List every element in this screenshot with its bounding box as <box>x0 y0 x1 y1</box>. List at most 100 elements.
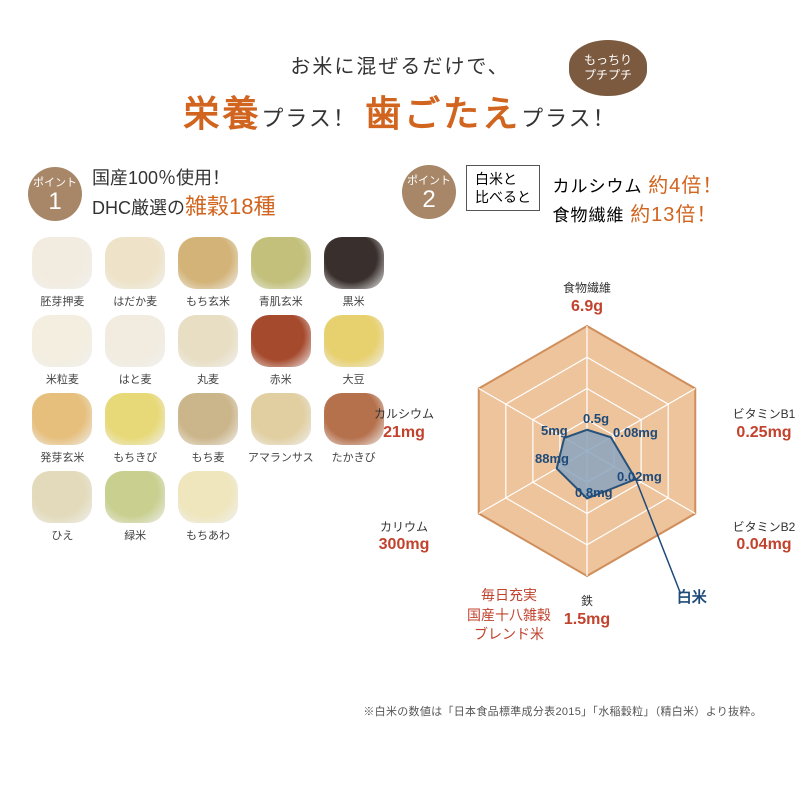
grain-item: 大豆 <box>319 315 388 387</box>
radar-legend-whiterice: 白米 <box>677 586 707 607</box>
point1-line2: DHC厳選の雑穀18種 <box>92 191 275 223</box>
grain-swatch <box>105 393 165 445</box>
page: もっちり プチプチ お米に混ぜるだけで、 栄養プラス！ 歯ごたえプラス！ ポイン… <box>0 0 800 739</box>
grain-item: もちきび <box>101 393 170 465</box>
radar-inner-value: 0.08mg <box>613 425 658 440</box>
compare-box: 白米と 比べると <box>466 165 540 211</box>
grain-item: もち玄米 <box>174 237 243 309</box>
grain-item: 赤米 <box>246 315 315 387</box>
grain-label: もちあわ <box>174 527 243 543</box>
point2-text: 白米と 比べると カルシウム 約4倍！ 食物繊維 約13倍！ <box>466 165 723 227</box>
grain-swatch <box>324 237 384 289</box>
radar-axis-label: ビタミンB20.04mg <box>724 520 800 556</box>
grain-label: 赤米 <box>246 371 315 387</box>
grain-label: もち麦 <box>174 449 243 465</box>
columns: ポイント 1 国産100％使用！ DHC厳選の雑穀18種 胚芽押麦はだか麦もち玄… <box>28 165 772 691</box>
header-em-a: 栄養 <box>183 93 261 134</box>
radar-inner-value: 88mg <box>535 451 569 466</box>
header-line2: 栄養プラス！ 歯ごたえプラス！ <box>28 85 772 137</box>
grain-label: 米粒麦 <box>28 371 97 387</box>
radar-chart: 食物繊維6.9gビタミンB10.25mgビタミンB20.04mg鉄1.5mgカリ… <box>402 241 772 691</box>
radar-inner-value: 0.5g <box>583 411 609 426</box>
radar-axis-label: カリウム300mg <box>364 520 444 556</box>
header: もっちり プチプチ お米に混ぜるだけで、 栄養プラス！ 歯ごたえプラス！ <box>28 50 772 137</box>
grain-item: もちあわ <box>174 471 243 543</box>
grain-label: 黒米 <box>319 293 388 309</box>
grain-swatch <box>178 315 238 367</box>
compare-l1: 白米と <box>475 171 517 187</box>
radar-inner-value: 0.02mg <box>617 469 662 484</box>
grain-label: アマランサス <box>246 449 315 465</box>
grain-label: たかきび <box>319 449 388 465</box>
grain-grid: 胚芽押麦はだか麦もち玄米青肌玄米黒米米粒麦はと麦丸麦赤米大豆発芽玄米もちきびもち… <box>28 237 388 543</box>
grain-swatch <box>324 315 384 367</box>
grain-swatch <box>251 393 311 445</box>
grain-item: アマランサス <box>246 393 315 465</box>
radar-axis-label: カルシウム21mg <box>364 407 444 443</box>
point1-row: ポイント 1 国産100％使用！ DHC厳選の雑穀18種 <box>28 165 388 223</box>
c2b: 約13倍！ <box>630 204 717 226</box>
bubble-line2: プチプチ <box>584 68 632 83</box>
right-column: ポイント 2 白米と 比べると カルシウム 約4倍！ 食物繊維 約13倍！ <box>402 165 772 691</box>
grain-item: はだか麦 <box>101 237 170 309</box>
compare-l2: 比べると <box>475 189 531 205</box>
grain-label: 青肌玄米 <box>246 293 315 309</box>
point1-l2a: DHC厳選の <box>92 198 185 218</box>
grain-item: 米粒麦 <box>28 315 97 387</box>
grain-label: 胚芽押麦 <box>28 293 97 309</box>
grain-swatch <box>105 315 165 367</box>
point1-text: 国産100％使用！ DHC厳選の雑穀18種 <box>92 165 275 223</box>
point1-badge: ポイント 1 <box>28 167 82 221</box>
grain-swatch <box>105 237 165 289</box>
point1-l2b: 雑穀18種 <box>185 194 275 219</box>
grain-label: はと麦 <box>101 371 170 387</box>
grain-item: 青肌玄米 <box>246 237 315 309</box>
radar-axis-label: ビタミンB10.25mg <box>724 407 800 443</box>
c1a: カルシウム <box>552 177 648 196</box>
grain-swatch <box>105 471 165 523</box>
bubble-badge: もっちり プチプチ <box>569 40 647 96</box>
radar-axis-label: 鉄1.5mg <box>547 594 627 630</box>
point2-row: ポイント 2 白米と 比べると カルシウム 約4倍！ 食物繊維 約13倍！ <box>402 165 772 227</box>
radar-inner-value: 5mg <box>541 423 568 438</box>
grain-item: ひえ <box>28 471 97 543</box>
left-column: ポイント 1 国産100％使用！ DHC厳選の雑穀18種 胚芽押麦はだか麦もち玄… <box>28 165 388 691</box>
c2a: 食物繊維 <box>552 206 630 225</box>
grain-label: ひえ <box>28 527 97 543</box>
grain-label: 丸麦 <box>174 371 243 387</box>
header-plus-a: プラス！ <box>261 106 357 131</box>
header-em-b: 歯ごたえ <box>365 93 521 134</box>
grain-item: 緑米 <box>101 471 170 543</box>
grain-swatch <box>32 315 92 367</box>
grain-label: はだか麦 <box>101 293 170 309</box>
point1-num: 1 <box>48 190 61 214</box>
compare-line2: 食物繊維 約13倍！ <box>552 198 723 227</box>
header-plus-b: プラス！ <box>521 106 617 131</box>
grain-swatch <box>251 315 311 367</box>
c1b: 約4倍！ <box>648 175 723 197</box>
grain-label: もち玄米 <box>174 293 243 309</box>
radar-axis-label: 食物繊維6.9g <box>547 281 627 317</box>
bubble-line1: もっちり <box>584 53 632 68</box>
compare-values: カルシウム 約4倍！ 食物繊維 約13倍！ <box>552 169 723 227</box>
grain-item: 発芽玄米 <box>28 393 97 465</box>
grain-swatch <box>32 393 92 445</box>
grain-item: 胚芽押麦 <box>28 237 97 309</box>
grain-label: 緑米 <box>101 527 170 543</box>
footnote: ※白米の数値は「日本食品標準成分表2015」「水稲穀粒」（精白米）より抜粋。 <box>28 703 772 719</box>
grain-item: 黒米 <box>319 237 388 309</box>
grain-swatch <box>178 471 238 523</box>
point2-badge: ポイント 2 <box>402 165 456 219</box>
grain-swatch <box>32 237 92 289</box>
radar-legend-blend: 毎日充実国産十八雑穀ブレンド米 <box>467 586 551 645</box>
grain-swatch <box>32 471 92 523</box>
grain-label: 発芽玄米 <box>28 449 97 465</box>
grain-swatch <box>178 237 238 289</box>
grain-swatch <box>251 237 311 289</box>
grain-swatch <box>178 393 238 445</box>
grain-item: 丸麦 <box>174 315 243 387</box>
grain-label: もちきび <box>101 449 170 465</box>
radar-inner-value: 0.8mg <box>575 485 613 500</box>
point2-num: 2 <box>422 188 435 212</box>
grain-item: はと麦 <box>101 315 170 387</box>
